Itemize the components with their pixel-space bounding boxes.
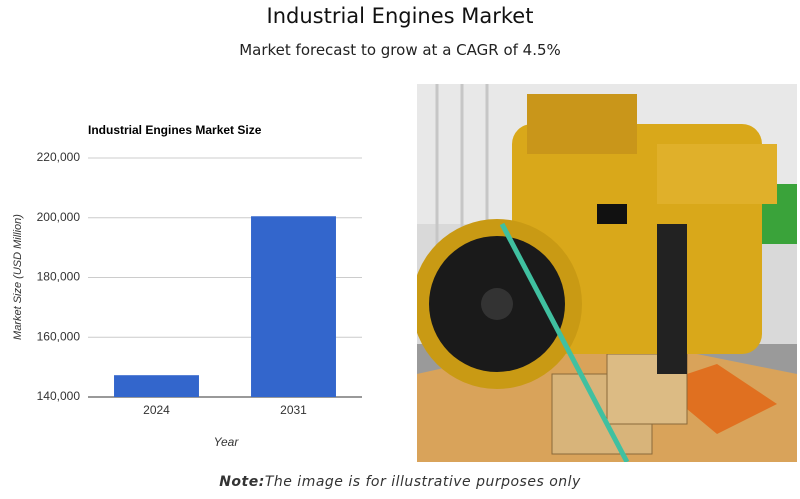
- y-tick-label: 200,000: [37, 210, 81, 224]
- engine-photo: [417, 84, 797, 462]
- page-title: Industrial Engines Market: [266, 4, 534, 28]
- note: Note:The image is for illustrative purpo…: [0, 474, 800, 490]
- x-axis-label: Year: [214, 435, 240, 449]
- note-label: Note:: [219, 474, 265, 490]
- y-tick-label: 160,000: [37, 329, 81, 343]
- chart: Industrial Engines Market Size Year Mark…: [12, 123, 362, 449]
- note-text: The image is for illustrative purposes o…: [264, 474, 581, 490]
- page-subtitle: Market forecast to grow at a CAGR of 4.5…: [239, 41, 561, 59]
- y-tick-label: 220,000: [37, 150, 81, 164]
- y-tick-label: 140,000: [37, 389, 81, 403]
- y-tick-label: 180,000: [37, 270, 81, 284]
- x-tick-label: 2024: [143, 403, 170, 417]
- bar: [114, 375, 199, 397]
- chart-title: Industrial Engines Market Size: [88, 123, 262, 137]
- x-tick-label: 2031: [280, 403, 307, 417]
- bar: [251, 216, 336, 397]
- y-axis-label: Market Size (USD Million): [12, 214, 24, 340]
